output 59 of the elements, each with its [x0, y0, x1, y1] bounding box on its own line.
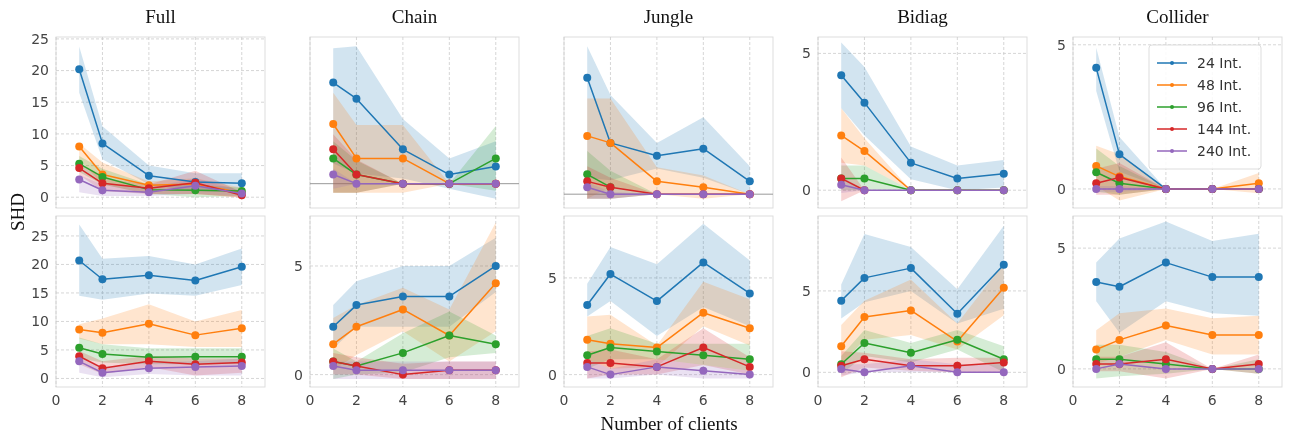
y-axis-title: SHD: [7, 192, 28, 232]
y-tick-label: 0: [40, 189, 49, 206]
x-tick-label: 2: [351, 392, 361, 408]
x-axis-title: Number of clients: [600, 413, 738, 434]
y-tick-label: 20: [31, 62, 49, 79]
y-tick-label: 5: [802, 45, 811, 62]
chart-title: Bidiag: [897, 6, 949, 27]
y-tick-label: 15: [31, 284, 49, 301]
x-tick-label: 6: [952, 392, 962, 408]
x-tick-label: 2: [97, 392, 107, 408]
y-tick-label: 25: [31, 30, 49, 47]
chart-title: Jungle: [643, 6, 694, 27]
chart-title: Collider: [1146, 6, 1210, 27]
y-tick-label: 5: [1057, 240, 1066, 257]
x-tick-label: 4: [652, 392, 662, 408]
y-tick-label: 10: [31, 125, 49, 142]
y-tick-label: 0: [1057, 180, 1066, 197]
y-tick-label: 20: [31, 256, 49, 273]
y-tick-label: 5: [1057, 36, 1066, 53]
chart-title: Full: [145, 6, 176, 27]
x-tick-label: 0: [1068, 392, 1078, 408]
x-tick-label: 8: [745, 392, 755, 408]
x-tick-label: 2: [605, 392, 615, 408]
y-tick-label: 5: [40, 157, 49, 174]
y-tick-label: 0: [1057, 360, 1066, 377]
y-tick-label: 5: [40, 341, 49, 358]
x-tick-label: 0: [51, 392, 61, 408]
x-tick-label: 4: [144, 392, 154, 408]
legend-label: 24 Int.: [1197, 54, 1243, 71]
x-tick-label: 2: [859, 392, 869, 408]
x-tick-label: 0: [559, 392, 569, 408]
x-tick-label: 6: [698, 392, 708, 408]
x-tick-label: 6: [1207, 392, 1217, 408]
x-tick-label: 8: [237, 392, 247, 408]
x-tick-label: 6: [190, 392, 200, 408]
legend-label: 96 Int.: [1197, 98, 1243, 115]
chart-title: Chain: [391, 6, 438, 27]
y-tick-label: 15: [31, 94, 49, 111]
y-tick-label: 5: [802, 282, 811, 299]
x-tick-label: 2: [1114, 392, 1124, 408]
y-tick-label: 5: [548, 269, 557, 286]
y-tick-label: 0: [40, 370, 49, 387]
y-tick-label: 0: [802, 364, 811, 381]
x-tick-label: 8: [999, 392, 1009, 408]
x-tick-label: 4: [398, 392, 408, 408]
legend-label: 48 Int.: [1197, 76, 1243, 93]
y-tick-label: 5: [294, 257, 303, 274]
x-tick-label: 4: [1161, 392, 1171, 408]
legend-label: 240 Int.: [1197, 142, 1252, 159]
y-tick-label: 25: [31, 227, 49, 244]
legend-label: 144 Int.: [1197, 120, 1252, 137]
x-tick-label: 6: [444, 392, 454, 408]
x-tick-label: 8: [491, 392, 501, 408]
x-tick-label: 0: [813, 392, 823, 408]
y-tick-label: 0: [802, 182, 811, 199]
y-tick-label: 10: [31, 313, 49, 330]
x-tick-label: 8: [1254, 392, 1264, 408]
x-tick-label: 4: [906, 392, 916, 408]
x-tick-label: 0: [305, 392, 315, 408]
